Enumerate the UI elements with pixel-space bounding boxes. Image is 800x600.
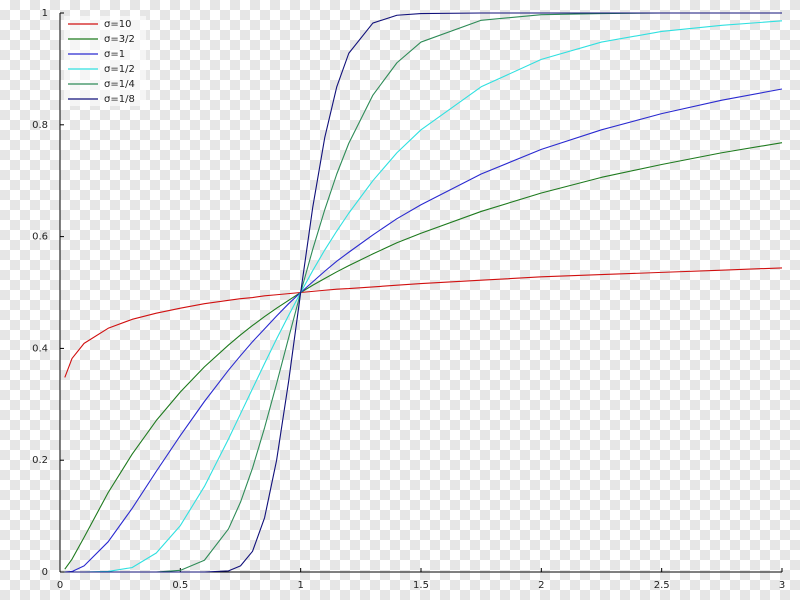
y-tick-label: 0.4 <box>32 343 48 354</box>
x-tick-label: 3 <box>779 580 785 591</box>
x-tick-label: 2 <box>538 580 544 591</box>
series-line <box>64 12 782 573</box>
legend-label: σ=1/4 <box>104 79 135 90</box>
y-tick-label: 0 <box>42 567 48 578</box>
legend-label: σ=1 <box>104 49 125 60</box>
x-tick-label: 2.5 <box>654 580 670 591</box>
legend-label: σ=1/2 <box>104 64 135 75</box>
y-tick-label: 0.2 <box>32 455 48 466</box>
x-tick-label: 1.5 <box>413 580 429 591</box>
series-line <box>64 12 782 573</box>
legend-box <box>64 16 146 106</box>
series-line <box>64 20 783 573</box>
series-line <box>64 267 783 378</box>
y-tick-label: 0.8 <box>32 120 48 131</box>
series-line <box>64 142 783 570</box>
legend-label: σ=1/8 <box>104 94 135 105</box>
y-tick-label: 1 <box>42 8 48 19</box>
x-tick-label: 0.5 <box>172 580 188 591</box>
legend-label: σ=3/2 <box>104 34 135 45</box>
x-tick-label: 1 <box>297 580 303 591</box>
y-tick-label: 0.6 <box>32 232 48 243</box>
series-line <box>64 88 783 573</box>
legend-label: σ=10 <box>104 19 131 30</box>
x-tick-label: 0 <box>57 580 63 591</box>
